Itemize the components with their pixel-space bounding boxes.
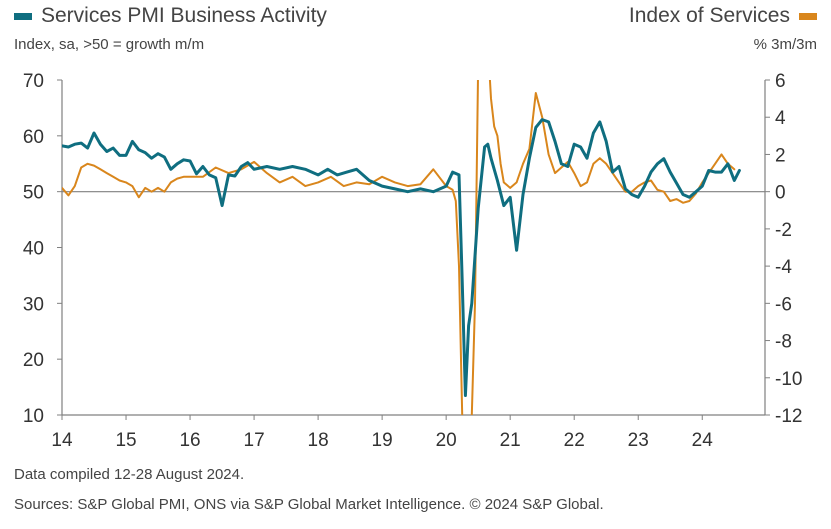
- x-tick-label: 17: [244, 430, 265, 451]
- right-title: Index of Services: [628, 4, 790, 27]
- legend-swatch-services: [799, 12, 817, 20]
- right-tick-label: 0: [775, 183, 786, 204]
- right-axis-subtitle: % 3m/3m: [753, 36, 817, 53]
- x-tick-label: 18: [308, 430, 329, 451]
- chart-title: Services PMI Business Activity: [41, 4, 327, 27]
- left-tick-label: 60: [23, 127, 44, 148]
- x-tick-label: 15: [115, 430, 136, 451]
- right-tick-label: -12: [775, 406, 802, 427]
- x-tick-label: 23: [628, 430, 649, 451]
- right-tick-label: -10: [775, 369, 802, 390]
- x-tick-label: 19: [372, 430, 393, 451]
- series-line-index-of-services: [62, 80, 736, 415]
- left-tick-label: 10: [23, 406, 44, 427]
- left-tick-label: 50: [23, 183, 44, 204]
- series-line-services-pmi: [62, 118, 741, 397]
- right-tick-label: 4: [775, 108, 786, 129]
- right-tick-label: 2: [775, 145, 786, 166]
- right-tick-label: -6: [775, 294, 792, 315]
- footnote-data-compiled: Data compiled 12-28 August 2024.: [14, 466, 245, 483]
- right-tick-label: -2: [775, 220, 792, 241]
- right-tick-label: -4: [775, 257, 792, 278]
- right-tick-label: 6: [775, 71, 786, 92]
- x-tick-label: 14: [51, 430, 73, 451]
- legend-swatch-pmi: [14, 12, 32, 20]
- left-tick-label: 30: [23, 294, 44, 315]
- legend-services: Index of Services: [629, 4, 817, 28]
- x-tick-label: 20: [436, 430, 457, 451]
- left-tick-label: 20: [23, 350, 44, 371]
- x-tick-label: 24: [692, 430, 714, 451]
- x-tick-label: 21: [500, 430, 521, 451]
- series-group: [62, 80, 741, 415]
- right-tick-label: -8: [775, 332, 792, 353]
- left-axis-subtitle: Index, sa, >50 = growth m/m: [14, 36, 205, 53]
- left-tick-label: 70: [23, 71, 44, 92]
- footnote-sources: Sources: S&P Global PMI, ONS via S&P Glo…: [14, 496, 604, 513]
- x-tick-label: 16: [179, 430, 200, 451]
- left-tick-label: 40: [23, 239, 44, 260]
- legend-pmi: Services PMI Business Activity: [14, 4, 327, 28]
- x-tick-label: 22: [564, 430, 585, 451]
